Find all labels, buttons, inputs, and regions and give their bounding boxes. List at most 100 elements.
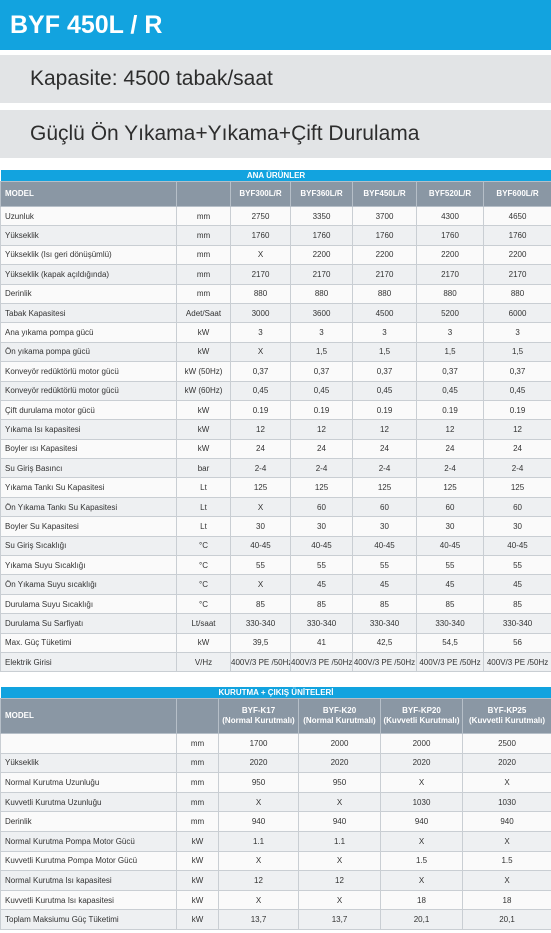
unit: Lt (176, 496, 231, 518)
spec-value: 1760 (482, 225, 551, 246)
model-header-line: BYF-KP20 (402, 706, 441, 715)
model-header-line: BYF520L/R (428, 189, 472, 198)
model-header: BYF300L/R (230, 181, 291, 207)
spec-value: 125 (230, 477, 291, 498)
spec-value: 60 (290, 496, 353, 518)
unit: kW (176, 419, 231, 440)
spec-value: 12 (298, 870, 381, 891)
header-row: MODEL BYF-K17 (Normal Kurutmalı) BYF-K20 (No… (0, 698, 551, 734)
model-header-line: (Normal Kurutmalı) (222, 716, 295, 725)
unit: kW (176, 341, 231, 363)
model-header: BYF-K17 (Normal Kurutmalı) (218, 698, 299, 734)
spec-value: 13,7 (218, 909, 299, 930)
spec-value: 1760 (290, 225, 353, 246)
spec-value: 3700 (352, 205, 417, 227)
row-label: Normal Kurutma Uzunluğu (0, 772, 177, 793)
spec-value: 12 (230, 419, 291, 440)
spec-value: 60 (482, 496, 551, 518)
spec-row: Derinlik mm 940 940 940 940 (0, 811, 551, 832)
spec-value: X (461, 830, 551, 852)
spec-value: X (298, 889, 381, 911)
spec-value: 330-340 (230, 613, 291, 634)
spec-value: 2170 (230, 264, 291, 285)
spec-value: 12 (416, 419, 484, 440)
spec-row: Ana yıkama pompa gücü kW 3 3 3 3 3 (0, 322, 551, 343)
spec-value: 45 (352, 574, 417, 595)
spec-value: 30 (290, 516, 353, 537)
spec-value: 13,7 (298, 909, 381, 930)
spec-value: 24 (482, 438, 551, 460)
spec-value: 2200 (416, 244, 484, 266)
table-title-row: KURUTMA + ÇIKIŞ ÜNİTELERİ (0, 687, 551, 699)
spec-value: 1760 (416, 225, 484, 246)
spec-value: 18 (461, 889, 551, 911)
row-label: Boyler Su Kapasitesi (0, 516, 177, 537)
spec-value: 0,45 (482, 380, 551, 401)
row-label: Su Giriş Basıncı (0, 458, 177, 479)
row-label: Yıkama Suyu Sıcaklığı (0, 555, 177, 576)
model-header-line: BYF-K17 (241, 706, 276, 715)
spec-row: Toplam Maksiumu Güç Tüketimi kW 13,7 13,7 20… (0, 909, 551, 930)
row-label: Ön Yıkama Tankı Su Kapasitesi (0, 496, 177, 518)
spec-value: 3 (230, 322, 291, 343)
spec-value: 60 (352, 496, 417, 518)
spec-value: 20,1 (380, 909, 463, 930)
spec-value: 400V/3 PE /50Hz (290, 651, 353, 673)
spec-value: X (230, 341, 291, 363)
spec-value: 40-45 (230, 535, 291, 557)
spec-row: Yıkama Suyu Sıcaklığı °C 55 55 55 55 55 (0, 555, 551, 576)
spec-value: 0,37 (482, 361, 551, 382)
spec-value: X (218, 791, 299, 813)
spec-value: 12 (352, 419, 417, 440)
spec-value: 2170 (352, 264, 417, 285)
spec-row: Uzunluk mm 2750 3350 3700 4300 4650 (0, 205, 551, 227)
spec-value: 12 (290, 419, 353, 440)
model-header-line: BYF-K20 (322, 706, 357, 715)
spec-row: mm 1700 2000 2000 2500 (0, 733, 551, 754)
spec-row: Yükseklik (Isı geri dönüşümlü) mm X 2200 220… (0, 244, 551, 266)
unit: kW (60Hz) (176, 380, 231, 401)
spec-value: 2-4 (352, 458, 417, 479)
spec-value: 1.1 (218, 830, 299, 852)
spec-value: 85 (352, 593, 417, 615)
row-label: Max. Güç Tüketimi (0, 632, 177, 653)
spec-value: 125 (482, 477, 551, 498)
model-label: MODEL (0, 698, 177, 734)
spec-value: 330-340 (416, 613, 484, 634)
model-header-line: BYF300L/R (239, 189, 282, 198)
spec-value: 2-4 (482, 458, 551, 479)
spec-value: 2020 (461, 752, 551, 774)
spec-value: 0.19 (482, 399, 551, 421)
spec-value: X (380, 870, 463, 891)
spec-value: 55 (352, 555, 417, 576)
model-header: BYF450L/R (352, 181, 417, 207)
spec-value: 400V/3 PE /50Hz (230, 651, 291, 673)
spec-value: 1.5 (461, 850, 551, 872)
spec-value: 0,45 (352, 380, 417, 401)
spec-value: X (380, 772, 463, 793)
spec-table: ANA ÜRÜNLER MODEL BYF300L/R BYF360L/R BYF450… (0, 170, 551, 673)
unit: °C (176, 593, 231, 615)
spec-value: 42,5 (352, 632, 417, 653)
spec-value: 2170 (482, 264, 551, 285)
spec-value: 55 (230, 555, 291, 576)
spec-value: 0,45 (290, 380, 353, 401)
spec-value: 54,5 (416, 632, 484, 653)
spec-value: X (230, 496, 291, 518)
spec-value: 0.19 (230, 399, 291, 421)
spec-value: 4500 (352, 302, 417, 324)
spec-value: 30 (352, 516, 417, 537)
spec-row: Normal Kurutma Pompa Motor Gücü kW 1.1 1.1 X… (0, 830, 551, 852)
unit: mm (176, 772, 219, 793)
spec-value: 2200 (290, 244, 353, 266)
row-label: Yıkama Tankı Su Kapasitesi (0, 477, 177, 498)
spec-value: 2020 (298, 752, 381, 774)
spec-value: 0.19 (416, 399, 484, 421)
row-label: Ana yıkama pompa gücü (0, 322, 177, 343)
unit: kW (176, 850, 219, 872)
spec-value: 45 (482, 574, 551, 595)
row-label: Kuvvetli Kurutma Isı kapasitesi (0, 889, 177, 911)
unit: kW (176, 438, 231, 460)
spec-row: Su Giriş Basıncı bar 2-4 2-4 2-4 2-4 2-4 (0, 458, 551, 479)
spec-value: X (218, 889, 299, 911)
